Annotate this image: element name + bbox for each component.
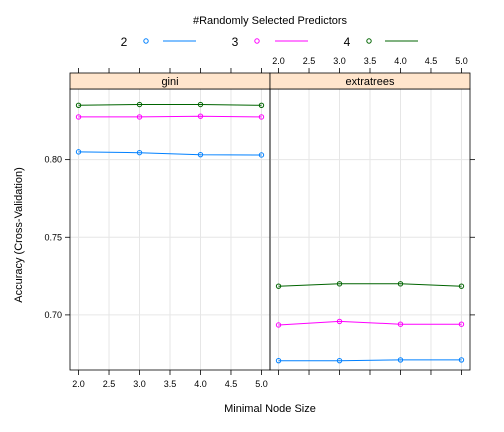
legend-label-3: 3 (232, 35, 239, 49)
panel-extratrees (269, 88, 471, 371)
point-extratrees-2 (397, 357, 404, 363)
legend-entry-3: 3 (232, 35, 308, 49)
series-line-extratrees-3 (278, 320, 462, 326)
x-tick-label-bottom: 2.0 (72, 379, 85, 389)
y-tick-label: 0.70 (44, 310, 62, 320)
axes: 2.0 2.5 3.0 3.5 4.0 4.5 5.0 2.0 2.5 3.0 3.5 4.0 4.5 5… (44, 56, 475, 389)
point-extratrees-3 (397, 321, 404, 327)
point-gini-3 (258, 114, 265, 120)
point-gini-2 (75, 149, 82, 155)
legend-label-2: 2 (121, 35, 128, 49)
legend-marker-2 (143, 38, 149, 44)
x-tick-label-bottom: 3.5 (164, 379, 177, 389)
series-line-gini-3 (78, 115, 262, 118)
grid-extratrees (270, 89, 470, 370)
series-line-gini-4 (78, 104, 262, 106)
x-tick-label-bottom: 4.5 (225, 379, 238, 389)
point-extratrees-3 (336, 318, 343, 325)
point-gini-2 (136, 149, 143, 156)
series-line-gini-2 (78, 151, 262, 156)
y-tick-label: 0.75 (44, 232, 62, 242)
x-tick-label-bottom: 3.0 (133, 379, 146, 389)
legend: #Randomly Selected Predictors 2 3 4 (121, 15, 418, 49)
point-gini-4 (258, 102, 265, 109)
point-extratrees-4 (275, 283, 282, 289)
legend-title: #Randomly Selected Predictors (193, 15, 348, 27)
series-line-extratrees-4 (278, 283, 462, 287)
point-gini-2 (197, 151, 204, 158)
x-tick-label-top: 4.5 (425, 56, 438, 66)
point-gini-3 (136, 114, 143, 120)
x-tick-label-bottom: 2.5 (103, 379, 116, 389)
point-extratrees-3 (458, 321, 465, 327)
point-gini-4 (75, 102, 82, 109)
point-extratrees-4 (458, 283, 465, 289)
legend-marker-4 (366, 38, 372, 44)
point-extratrees-2 (275, 357, 282, 364)
x-axis-title: Minimal Node Size (224, 403, 316, 415)
x-tick-label-top: 2.5 (303, 56, 316, 66)
point-gini-4 (197, 101, 204, 108)
x-tick-label-bottom: 4.0 (194, 379, 207, 389)
panel-gini (69, 88, 271, 371)
x-tick-label-top: 2.0 (272, 56, 285, 66)
strip-gini: gini (69, 72, 271, 90)
legend-marker-3 (254, 38, 260, 44)
x-tick-label-top: 4.0 (394, 56, 407, 66)
x-tick-label-top: 5.0 (455, 56, 468, 66)
point-extratrees-2 (336, 357, 343, 364)
y-tick-label: 0.80 (44, 155, 62, 165)
x-tick-label-top: 3.5 (364, 56, 377, 66)
point-extratrees-4 (397, 281, 404, 287)
strip-extratrees: extratrees (269, 72, 471, 90)
legend-label-4: 4 (344, 35, 351, 49)
x-tick-label-top: 3.0 (333, 56, 346, 66)
strip-label-extratrees: extratrees (346, 76, 395, 88)
series-line-extratrees-2 (278, 359, 462, 362)
legend-entry-4: 4 (344, 35, 418, 49)
point-extratrees-4 (336, 281, 343, 287)
strip-label-gini: gini (161, 76, 178, 88)
point-gini-3 (197, 113, 204, 119)
point-extratrees-3 (275, 322, 282, 328)
point-gini-2 (258, 152, 265, 158)
grid-gini (70, 89, 270, 370)
point-extratrees-2 (458, 357, 465, 363)
legend-entry-2: 2 (121, 35, 196, 49)
point-gini-4 (136, 101, 143, 108)
point-gini-3 (75, 114, 82, 120)
x-tick-label-bottom: 5.0 (255, 379, 268, 389)
y-axis-title: Accuracy (Cross-Validation) (13, 167, 25, 303)
